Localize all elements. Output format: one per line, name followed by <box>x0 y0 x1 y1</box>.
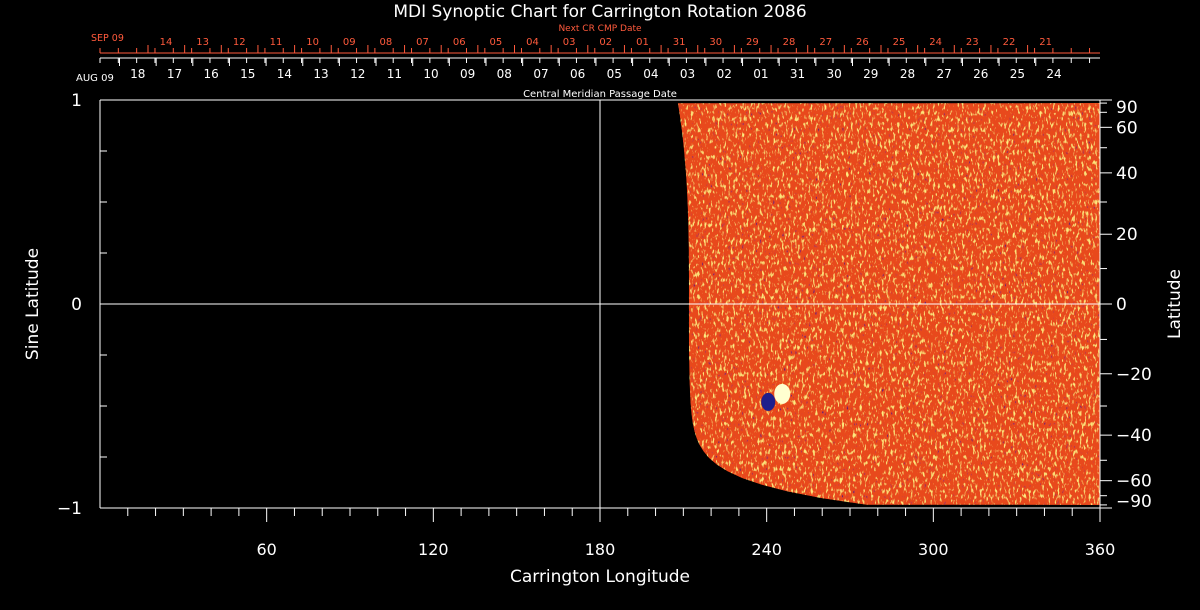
cmp-date-label: 26 <box>973 67 988 81</box>
x-tick-label: 180 <box>585 540 616 559</box>
next-cmp-date-label: 09 <box>343 37 356 48</box>
next-cmp-date-label: 05 <box>489 37 502 48</box>
next-cmp-date-label: 27 <box>819 37 832 48</box>
chart-title: MDI Synoptic Chart for Carrington Rotati… <box>393 2 806 22</box>
y2-tick-label: 90 <box>1116 98 1138 118</box>
x-axis-label: Carrington Longitude <box>510 567 690 587</box>
next-cmp-date-label: 23 <box>966 37 979 48</box>
next-cmp-date-label: 13 <box>196 37 209 48</box>
cmp-date-label: 03 <box>680 67 695 81</box>
next-cmp-date-label: 28 <box>783 37 796 48</box>
next-cmp-date-label: 22 <box>1003 37 1016 48</box>
next-cmp-date-label: 31 <box>673 37 686 48</box>
cmp-date-label: 13 <box>313 67 328 81</box>
next-cmp-date-label: 25 <box>893 37 906 48</box>
x-tick-label: 60 <box>256 540 276 559</box>
x-tick-label: 120 <box>418 540 449 559</box>
cmp-date-label: 02 <box>717 67 732 81</box>
y-tick-label: 1 <box>71 91 82 111</box>
y2-tick-label: −40 <box>1116 426 1152 446</box>
cmp-date-label: 06 <box>570 67 585 81</box>
y2-tick-label: 40 <box>1116 164 1138 184</box>
y-tick-label: 0 <box>71 295 82 315</box>
cmp-date-label: 30 <box>827 67 842 81</box>
grid-lines <box>100 100 1100 508</box>
x-tick-label: 360 <box>1085 540 1116 559</box>
y2-tick-label: 60 <box>1116 118 1138 138</box>
next-cmp-date-label: 26 <box>856 37 869 48</box>
cmp-date-label: 04 <box>643 67 658 81</box>
cmp-date-label: 17 <box>167 67 182 81</box>
next-cmp-date-label: 08 <box>380 37 393 48</box>
next-cmp-date-label: 30 <box>709 37 722 48</box>
next-cmp-date-label: 10 <box>306 37 319 48</box>
next-cmp-date-label: 11 <box>270 37 283 48</box>
next-cmp-date-label: 02 <box>599 37 612 48</box>
cmp-date-label: 12 <box>350 67 365 81</box>
next-cmp-date-label: 06 <box>453 37 466 48</box>
cmp-date-label: 09 <box>460 67 475 81</box>
x-tick-label: 300 <box>918 540 949 559</box>
y2-tick-label: −20 <box>1116 365 1152 385</box>
next-cmp-date-label: 03 <box>563 37 576 48</box>
cmp-date-label: 07 <box>533 67 548 81</box>
cmp-date-label: 14 <box>277 67 292 81</box>
cmp-date-label: 18 <box>130 67 145 81</box>
cmp-date-label: 11 <box>387 67 402 81</box>
cmp-date-label: 25 <box>1010 67 1025 81</box>
cmp-date-label: 24 <box>1046 67 1061 81</box>
cmp-start-label: AUG 09 <box>76 73 114 84</box>
cmp-date-label: 10 <box>423 67 438 81</box>
next-cmp-axis-label: Next CR CMP Date <box>558 24 642 34</box>
y2-tick-label: 20 <box>1116 225 1138 245</box>
next-cmp-date-label: 04 <box>526 37 539 48</box>
y2-tick-label: −90 <box>1116 492 1152 512</box>
cmp-axis-label: Central Meridian Passage Date <box>523 89 677 100</box>
cmp-date-label: 05 <box>607 67 622 81</box>
cmp-date-label: 27 <box>936 67 951 81</box>
cmp-date-label: 29 <box>863 67 878 81</box>
cmp-date-label: 08 <box>497 67 512 81</box>
cmp-date-label: 15 <box>240 67 255 81</box>
active-region-negative <box>761 392 776 411</box>
next-cmp-date-label: 01 <box>636 37 649 48</box>
next-cmp-date-axis: 14 13 12 11 10 09 08 07 06 05 04 03 02 01 31 30 29 28 27 26… <box>99 37 1100 54</box>
next-cmp-start-label: SEP 09 <box>91 33 124 44</box>
y-axis-label: Sine Latitude <box>23 248 43 360</box>
y-tick-label: −1 <box>57 499 82 519</box>
y-ticks: −1 0 1 <box>57 91 114 519</box>
cmp-date-label: 16 <box>203 67 218 81</box>
y2-axis-label: Latitude <box>1165 269 1185 339</box>
y2-tick-label: −60 <box>1116 472 1152 492</box>
next-cmp-date-label: 14 <box>160 37 173 48</box>
next-cmp-date-label: 24 <box>929 37 942 48</box>
y2-tick-label: 0 <box>1116 295 1127 315</box>
next-cmp-date-label: 21 <box>1039 37 1052 48</box>
x-ticks: 60 120 180 240 300 360 <box>127 508 1116 559</box>
next-cmp-date-label: 07 <box>416 37 429 48</box>
cmp-date-axis: 18 17 16 15 14 13 12 11 10 09 08 07 06 05 04 03 02 01 31 30… <box>99 57 1100 81</box>
cmp-date-label: 31 <box>790 67 805 81</box>
active-region-positive <box>774 383 791 404</box>
cmp-date-label: 01 <box>753 67 768 81</box>
cmp-date-label: 28 <box>900 67 915 81</box>
x-tick-label: 240 <box>751 540 782 559</box>
next-cmp-date-label: 29 <box>746 37 759 48</box>
next-cmp-date-label: 12 <box>233 37 246 48</box>
